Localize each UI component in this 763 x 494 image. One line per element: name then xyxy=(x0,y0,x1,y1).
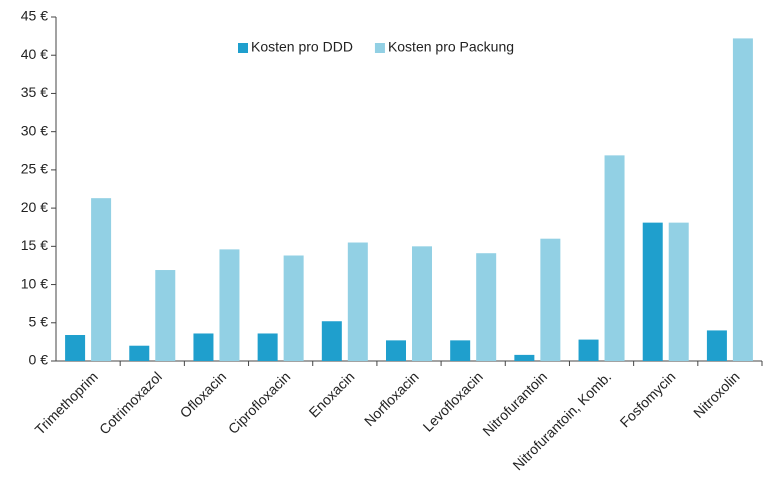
bar xyxy=(219,249,240,361)
bar xyxy=(347,242,368,361)
legend-swatch xyxy=(374,43,385,53)
bar xyxy=(386,340,406,361)
y-tick-label: 20 € xyxy=(21,199,48,215)
y-tick-label: 25 € xyxy=(21,161,48,177)
y-tick-label: 30 € xyxy=(21,122,48,138)
bar xyxy=(642,222,663,361)
y-tick-label: 10 € xyxy=(21,275,48,291)
y-tick-label: 40 € xyxy=(21,46,48,62)
bar xyxy=(283,255,304,361)
bar xyxy=(321,321,342,361)
bar xyxy=(129,345,150,361)
legend-label: Kosten pro DDD xyxy=(251,39,353,55)
legend-swatch xyxy=(238,43,248,53)
x-tick-label: Norfloxacin xyxy=(361,368,422,429)
bar xyxy=(540,238,561,361)
legend-label: Kosten pro Packung xyxy=(388,39,514,55)
x-tick-label: Fosfomycin xyxy=(617,368,679,430)
bar xyxy=(193,333,214,361)
x-tick-label: Ciprofloxacin xyxy=(225,368,294,437)
bar xyxy=(706,330,727,361)
bar xyxy=(450,340,471,361)
x-tick-label: Levofloxacin xyxy=(420,368,486,434)
y-tick-label: 5 € xyxy=(29,313,49,329)
bar xyxy=(257,333,278,361)
bar xyxy=(578,339,599,361)
x-tick-label: Cotrimoxazol xyxy=(96,368,165,437)
bar xyxy=(155,270,176,361)
x-tick-label: Enoxacin xyxy=(306,368,358,420)
y-tick-label: 15 € xyxy=(21,237,48,253)
bar xyxy=(732,38,753,361)
y-tick-label: 0 € xyxy=(29,352,49,368)
bar xyxy=(91,198,112,361)
bar xyxy=(514,354,535,361)
bar xyxy=(412,246,432,361)
y-tick-label: 45 € xyxy=(21,8,48,24)
x-tick-label: Nitroxolin xyxy=(690,368,743,421)
x-tick-label: Ofloxacin xyxy=(177,368,230,421)
bar xyxy=(668,222,689,361)
x-tick-label: Nitrofurantoin xyxy=(479,368,550,439)
y-tick-label: 35 € xyxy=(21,84,48,100)
bar xyxy=(476,253,497,361)
bar xyxy=(65,335,86,361)
bar xyxy=(604,155,625,361)
x-tick-label: Trimethoprim xyxy=(32,368,101,437)
